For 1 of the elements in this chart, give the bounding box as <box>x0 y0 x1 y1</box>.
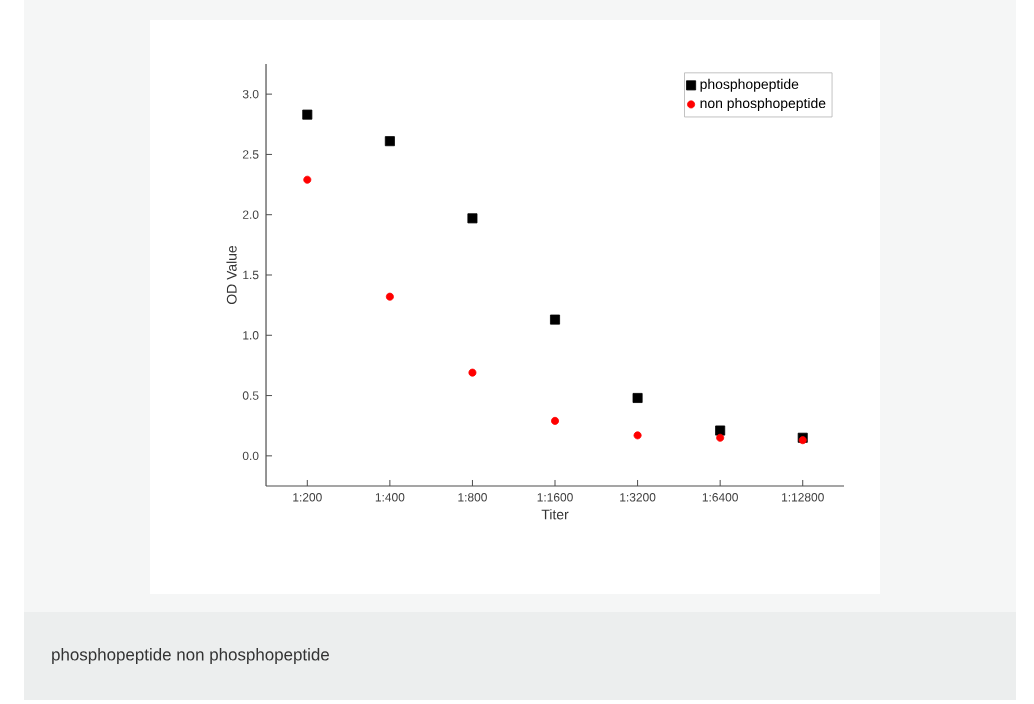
text: phosphopeptide non phosphopeptide <box>52 648 329 664</box>
